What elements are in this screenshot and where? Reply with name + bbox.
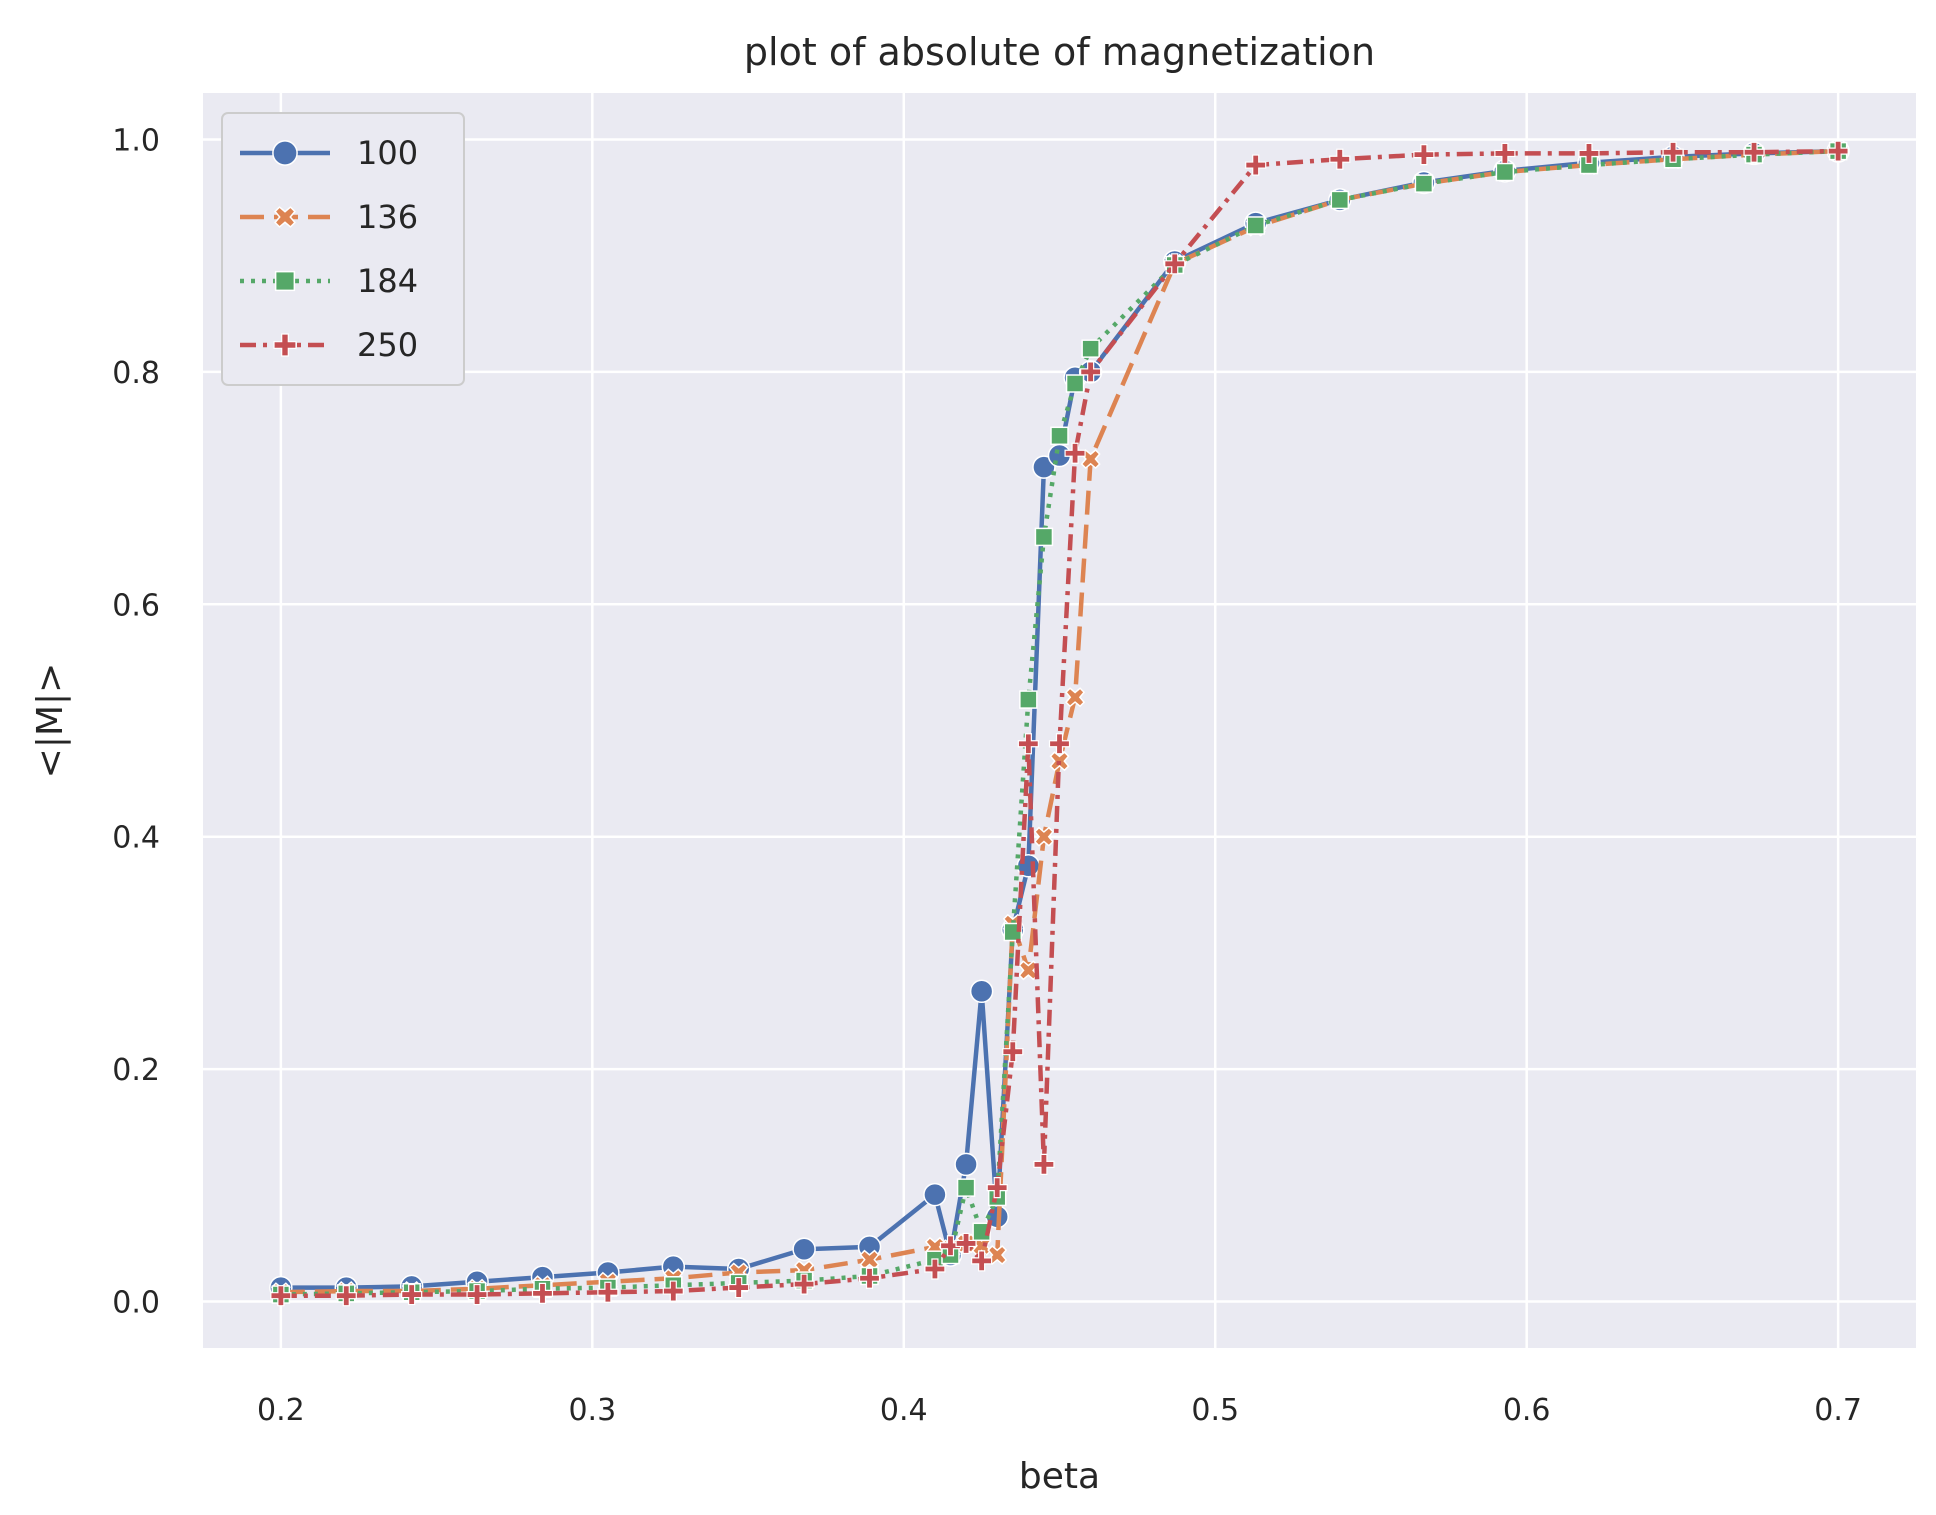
x-tick-label: 0.4 <box>880 1393 928 1428</box>
data-point <box>1034 527 1054 547</box>
data-point <box>1743 141 1765 163</box>
y-tick-label: 1.0 <box>112 123 160 158</box>
data-point <box>955 1232 977 1255</box>
data-point <box>1018 960 1039 981</box>
series-line <box>280 148 1839 1297</box>
data-point <box>1414 174 1434 193</box>
data-point <box>1032 455 1056 479</box>
legend-marker <box>272 140 298 166</box>
data-point <box>956 1178 976 1197</box>
data-point <box>1080 449 1101 470</box>
data-point <box>858 1267 881 1289</box>
grid <box>203 93 1916 1348</box>
series-250 <box>270 140 1849 1307</box>
legend-label: 250 <box>357 326 418 364</box>
data-point <box>972 1222 991 1242</box>
data-point <box>987 1245 1008 1266</box>
data-point <box>1033 1153 1055 1175</box>
data-point <box>1033 826 1054 847</box>
plot-background <box>203 93 1916 1348</box>
data-point <box>1329 148 1351 170</box>
ticks: 0.2 0.3 0.4 0.5 0.6 0.7 0.0 0.2 0.4 0.6 0.8 1.0 <box>112 123 1862 1428</box>
data-point <box>1662 141 1684 163</box>
data-point <box>1164 253 1186 275</box>
data-point <box>1019 690 1038 709</box>
data-point <box>923 1182 947 1207</box>
legend-marker <box>273 333 297 357</box>
data-point <box>793 1273 815 1295</box>
data-point <box>1017 733 1039 755</box>
y-tick-label: 0.8 <box>112 356 160 391</box>
data-point <box>1495 162 1515 182</box>
data-point <box>1080 361 1102 383</box>
legend-marker <box>274 206 296 228</box>
legend-label: 136 <box>357 198 418 236</box>
data-point <box>986 1177 1008 1199</box>
data-point <box>1827 140 1849 162</box>
data-point <box>466 1283 488 1306</box>
data-point <box>971 1250 993 1272</box>
y-axis-label: <|M|> <box>30 663 71 779</box>
legend-label: 184 <box>357 262 418 300</box>
data-point <box>531 1282 554 1304</box>
x-tick-label: 0.3 <box>568 1393 616 1428</box>
data-point <box>939 1235 962 1257</box>
data-point <box>1578 142 1600 165</box>
y-tick-label: 0.0 <box>112 1286 160 1321</box>
data-point <box>401 1283 423 1306</box>
y-tick-label: 0.2 <box>112 1053 160 1088</box>
legend: 100 136 184 250 <box>221 112 465 386</box>
data-point <box>1494 142 1516 165</box>
data-point <box>1065 374 1085 393</box>
data-point <box>792 1237 816 1261</box>
legend-marker <box>274 270 296 292</box>
y-tick-label: 0.4 <box>112 821 160 856</box>
legend-item: 184 <box>240 262 418 300</box>
legend-item: 136 <box>240 198 418 236</box>
data-point <box>597 1281 619 1303</box>
data-point <box>728 1276 750 1299</box>
data-point <box>1246 216 1265 235</box>
legend-item: 100 <box>240 134 418 172</box>
series-layer <box>269 139 1850 1307</box>
data-point <box>969 979 994 1004</box>
series-line <box>280 148 1839 1298</box>
data-point <box>1081 339 1100 358</box>
data-point <box>1245 154 1267 176</box>
y-tick-label: 0.6 <box>112 588 160 623</box>
x-tick-label: 0.6 <box>1503 1393 1551 1428</box>
legend-item: 250 <box>240 326 418 364</box>
data-point <box>1050 426 1069 446</box>
data-point <box>1002 1041 1024 1063</box>
data-point <box>1413 143 1435 166</box>
data-point <box>1065 687 1086 708</box>
data-point <box>335 1285 357 1307</box>
chart-title: plot of absolute of magnetization <box>744 30 1375 74</box>
x-tick-label: 0.7 <box>1814 1393 1862 1428</box>
legend-frame <box>221 112 465 386</box>
data-point <box>924 1258 946 1280</box>
x-axis-label: beta <box>1019 1456 1100 1497</box>
data-point <box>954 1152 978 1177</box>
data-point <box>270 1285 292 1307</box>
x-tick-label: 0.2 <box>257 1393 305 1428</box>
legend-label: 100 <box>357 134 418 172</box>
data-point <box>1064 442 1086 464</box>
x-tick-label: 0.5 <box>1191 1393 1239 1428</box>
data-point <box>1048 733 1071 755</box>
data-point <box>1330 190 1350 210</box>
data-point <box>662 1280 684 1302</box>
